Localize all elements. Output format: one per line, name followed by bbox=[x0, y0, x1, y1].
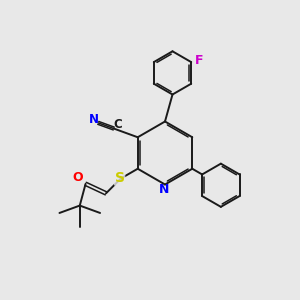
Text: N: N bbox=[89, 113, 99, 126]
Text: O: O bbox=[72, 171, 83, 184]
Text: N: N bbox=[159, 183, 170, 196]
Text: C: C bbox=[113, 118, 122, 131]
Text: S: S bbox=[115, 171, 124, 185]
Text: F: F bbox=[194, 54, 203, 67]
